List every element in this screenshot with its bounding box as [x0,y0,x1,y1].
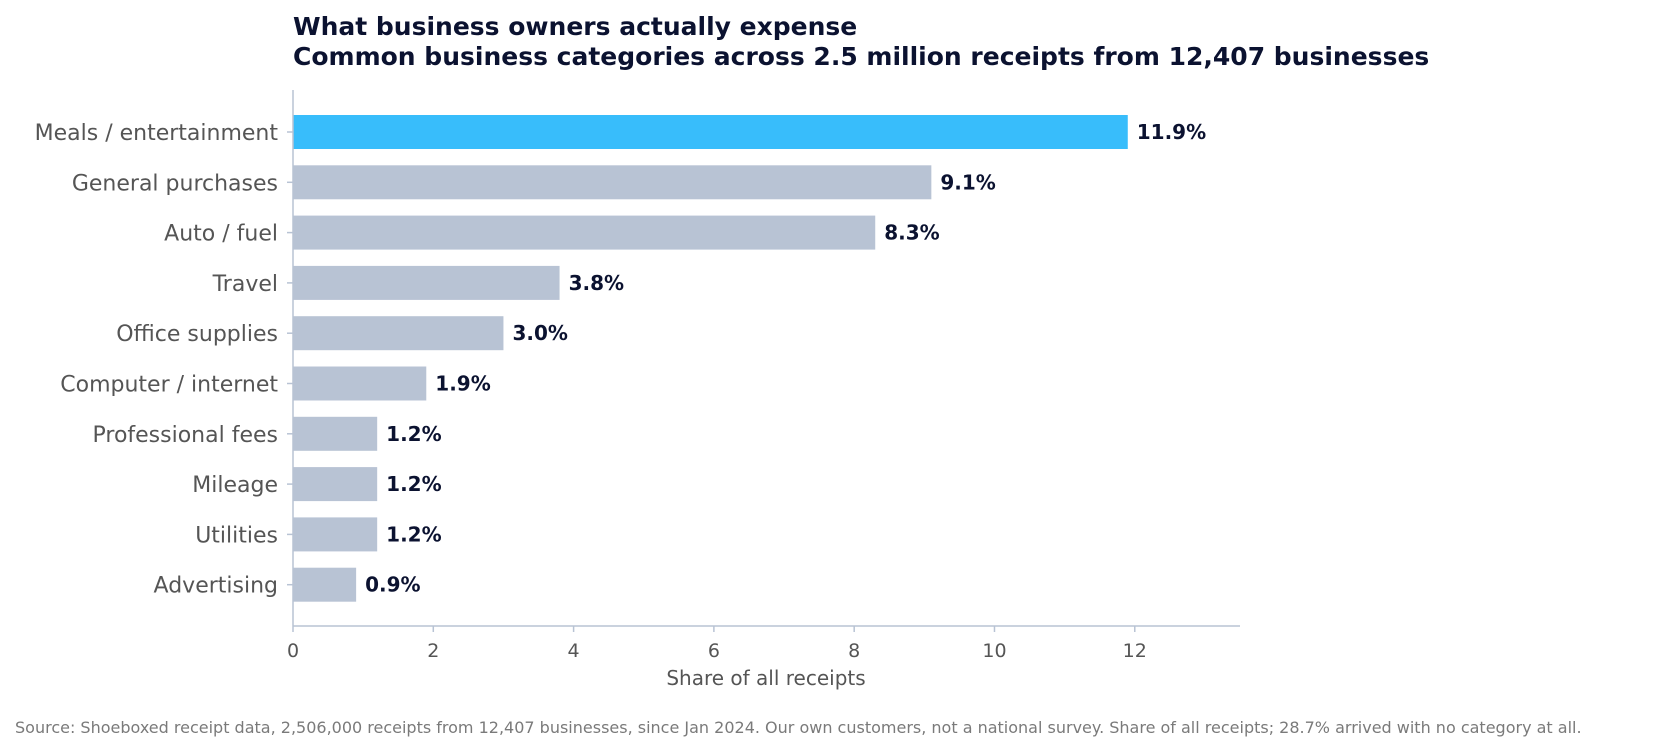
x-ticks-group: 0 2 4 6 8 10 12 [287,626,1147,662]
value-label: 9.1% [940,170,995,194]
bar-office-supplies [293,316,504,351]
bar-meals-entertainment [293,115,1128,149]
value-label: 11.9% [1137,120,1206,144]
bar-computer-internet [293,366,427,401]
bar-mileage [293,467,378,502]
category-label: Mileage [192,473,278,498]
bars-group: Meals / entertainment 11.9% General purcha… [35,115,1206,602]
value-label: 1.9% [435,372,490,396]
source-note: Source: Shoeboxed receipt data, 2,506,00… [15,718,1582,737]
category-label: Meals / entertainment [35,121,279,146]
category-label: Utilities [195,523,278,548]
x-tick-label: 6 [708,640,720,662]
category-label: Travel [212,272,278,297]
bar-travel [293,265,560,300]
chart-subtitle: Common business categories across 2.5 mi… [293,42,1429,71]
bar-advertising [293,567,357,602]
value-label: 0.9% [365,573,420,597]
x-tick-label: 4 [568,640,580,662]
value-label: 3.0% [512,321,567,345]
x-tick-label: 10 [982,640,1006,662]
bar-utilities [293,517,378,552]
category-label: Professional fees [93,423,279,448]
x-axis-label: Share of all receipts [666,666,865,690]
x-tick-label: 12 [1123,640,1147,662]
category-label: General purchases [72,171,278,196]
x-tick-label: 0 [287,640,299,662]
bar-professional-fees [293,416,378,451]
value-label: 3.8% [569,271,624,295]
category-label: Office supplies [116,322,278,347]
category-label: Auto / fuel [164,222,278,247]
bar-auto-fuel [293,215,876,250]
x-tick-label: 8 [848,640,860,662]
bar-general-purchases [293,165,932,200]
category-label: Computer / internet [60,373,278,398]
value-label: 1.2% [386,522,441,546]
value-label: 8.3% [884,221,939,245]
category-label: Advertising [154,574,278,599]
x-tick-label: 2 [427,640,439,662]
value-label: 1.2% [386,472,441,496]
value-label: 1.2% [386,422,441,446]
chart-title: What business owners actually expense [293,12,857,41]
